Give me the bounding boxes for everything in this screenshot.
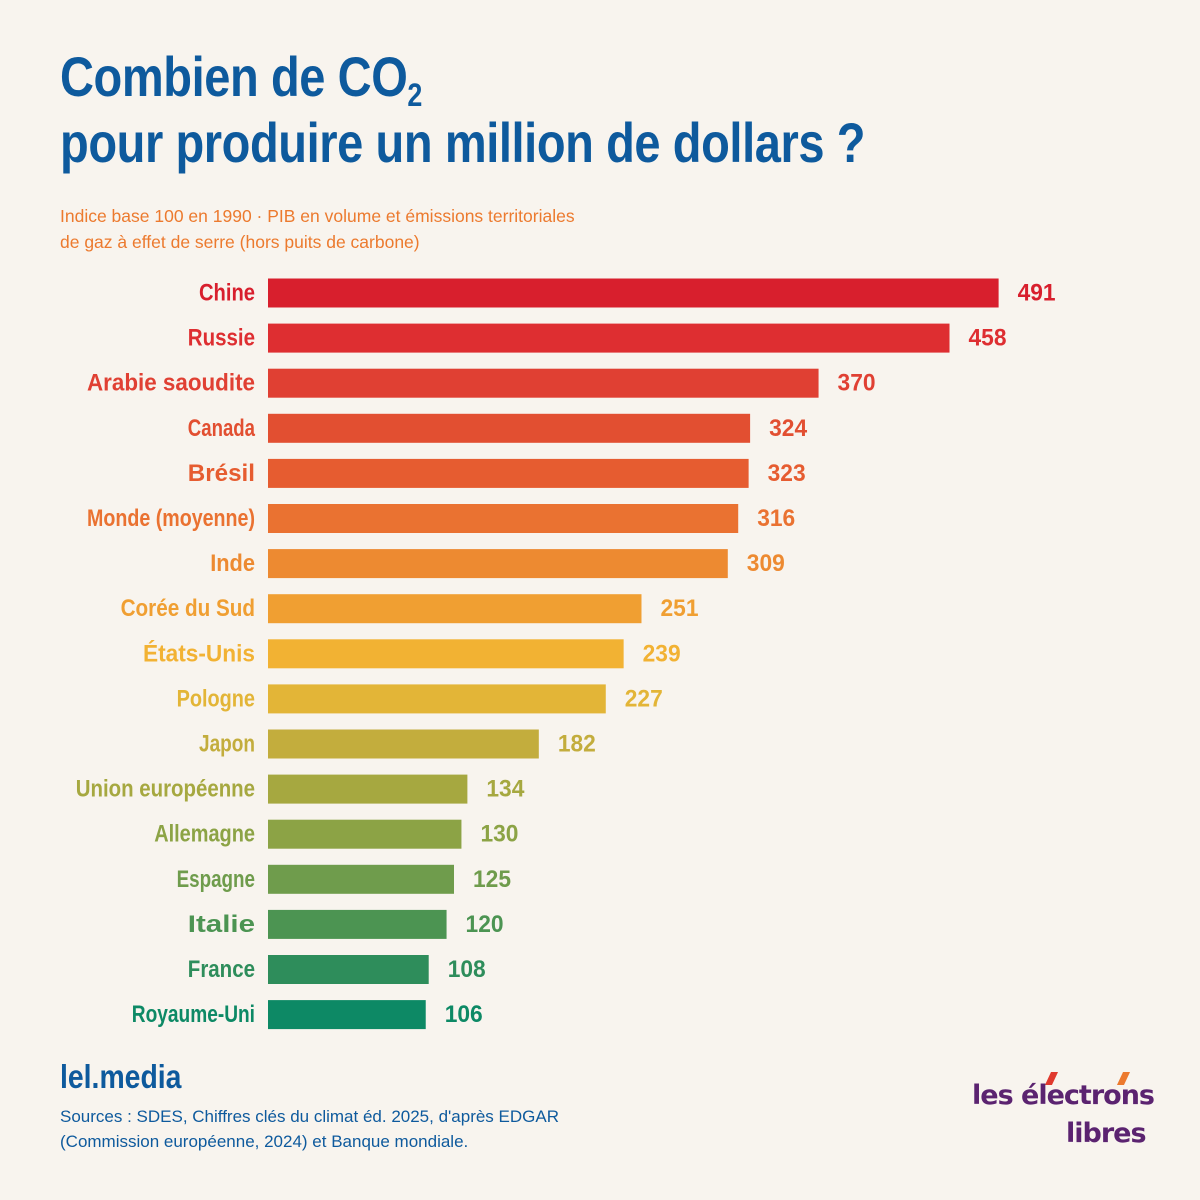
bar: [268, 864, 454, 894]
category-label: Canada: [188, 415, 256, 442]
value-label: 323: [768, 460, 806, 487]
title-line-2: pour produire un million de dollars ?: [60, 111, 866, 174]
bar-row: Chine 491: [199, 278, 1056, 308]
chart-title: Combien de CO2 pour produire un million …: [60, 44, 984, 176]
value-label: 130: [480, 821, 518, 848]
bar-row: États-Unis 239: [143, 639, 681, 669]
category-label: Arabie saoudite: [87, 370, 255, 397]
value-label: 134: [486, 776, 525, 803]
bar: [268, 594, 642, 624]
value-label: 108: [448, 956, 486, 983]
value-label: 106: [445, 1001, 483, 1028]
bar-row: Canada 324: [188, 413, 808, 443]
bar: [268, 504, 739, 533]
bar-row: Royaume-Uni 106: [132, 1000, 483, 1030]
logo-text-line-2: libres: [1066, 1118, 1147, 1149]
logo-text-line-1: les électrons: [972, 1080, 1155, 1111]
category-label: Union européenne: [76, 776, 255, 803]
value-label: 182: [558, 731, 596, 758]
bar-row: Japon 182: [199, 729, 596, 759]
category-label: Espagne: [177, 866, 255, 893]
bar-row: Monde (moyenne) 316: [87, 504, 795, 533]
bar-row: Italie 120: [188, 909, 504, 939]
value-label: 309: [747, 550, 785, 577]
category-label: États-Unis: [143, 639, 255, 667]
brand-url[interactable]: lel.media: [60, 1058, 182, 1095]
category-label: Brésil: [188, 460, 255, 487]
bar: [268, 774, 468, 804]
bar-row: Arabie saoudite 370: [87, 368, 876, 398]
bar: [268, 458, 749, 488]
category-label: France: [188, 956, 255, 983]
title-line-1: Combien de CO2: [60, 45, 422, 113]
value-label: 251: [660, 595, 698, 622]
bar-row: France 108: [188, 955, 486, 984]
value-label: 316: [757, 505, 795, 532]
subtitle-line-1: Indice base 100 en 1990 · PIB en volume …: [60, 206, 575, 226]
les-electrons-libres-logo: les électrons libres: [972, 1072, 1172, 1160]
bar: [268, 909, 447, 939]
category-label: Allemagne: [154, 821, 255, 848]
category-label: Russie: [188, 325, 255, 352]
bar: [268, 549, 728, 579]
title-subscript: 2: [407, 77, 422, 113]
sources-line-1: Sources : SDES, Chiffres clés du climat …: [60, 1107, 559, 1126]
bar-row: Union européenne 134: [76, 774, 525, 804]
value-label: 125: [473, 866, 511, 893]
value-label: 120: [466, 911, 504, 938]
bar-row: Allemagne 130: [154, 819, 518, 849]
bar-row: Inde 309: [210, 549, 785, 579]
bar: [268, 1000, 426, 1030]
category-label: Royaume-Uni: [132, 1001, 255, 1028]
sources-note: Sources : SDES, Chiffres clés du climat …: [60, 1104, 559, 1154]
bar: [268, 368, 819, 398]
value-label: 227: [625, 685, 663, 712]
category-label: Japon: [199, 731, 255, 758]
chart-subtitle: Indice base 100 en 1990 · PIB en volume …: [60, 203, 575, 255]
sources-line-2: (Commission européenne, 2024) et Banque …: [60, 1132, 469, 1151]
category-label: Chine: [199, 280, 255, 307]
category-label: Inde: [210, 550, 255, 577]
category-label: Pologne: [177, 685, 255, 712]
bar: [268, 684, 606, 714]
bar-row: Corée du Sud 251: [121, 594, 698, 624]
value-label: 239: [643, 640, 681, 667]
bar-row: Pologne 227: [177, 684, 663, 714]
bar: [268, 323, 950, 353]
subtitle-line-2: de gaz à effet de serre (hors puits de c…: [60, 232, 420, 252]
bar: [268, 955, 429, 984]
bar-row: Russie 458: [188, 323, 1007, 353]
bar-row: Espagne 125: [177, 864, 511, 894]
bar: [268, 819, 462, 849]
bar: [268, 413, 751, 443]
bar: [268, 278, 999, 308]
value-label: 370: [838, 370, 876, 397]
bar-row: Brésil 323: [188, 458, 806, 488]
category-label: Corée du Sud: [121, 595, 255, 622]
bar: [268, 639, 624, 669]
value-label: 458: [969, 325, 1007, 352]
category-label: Italie: [188, 911, 255, 938]
bar: [268, 729, 539, 759]
category-label: Monde (moyenne): [87, 505, 255, 532]
value-label: 324: [769, 415, 808, 442]
value-label: 491: [1018, 280, 1056, 307]
